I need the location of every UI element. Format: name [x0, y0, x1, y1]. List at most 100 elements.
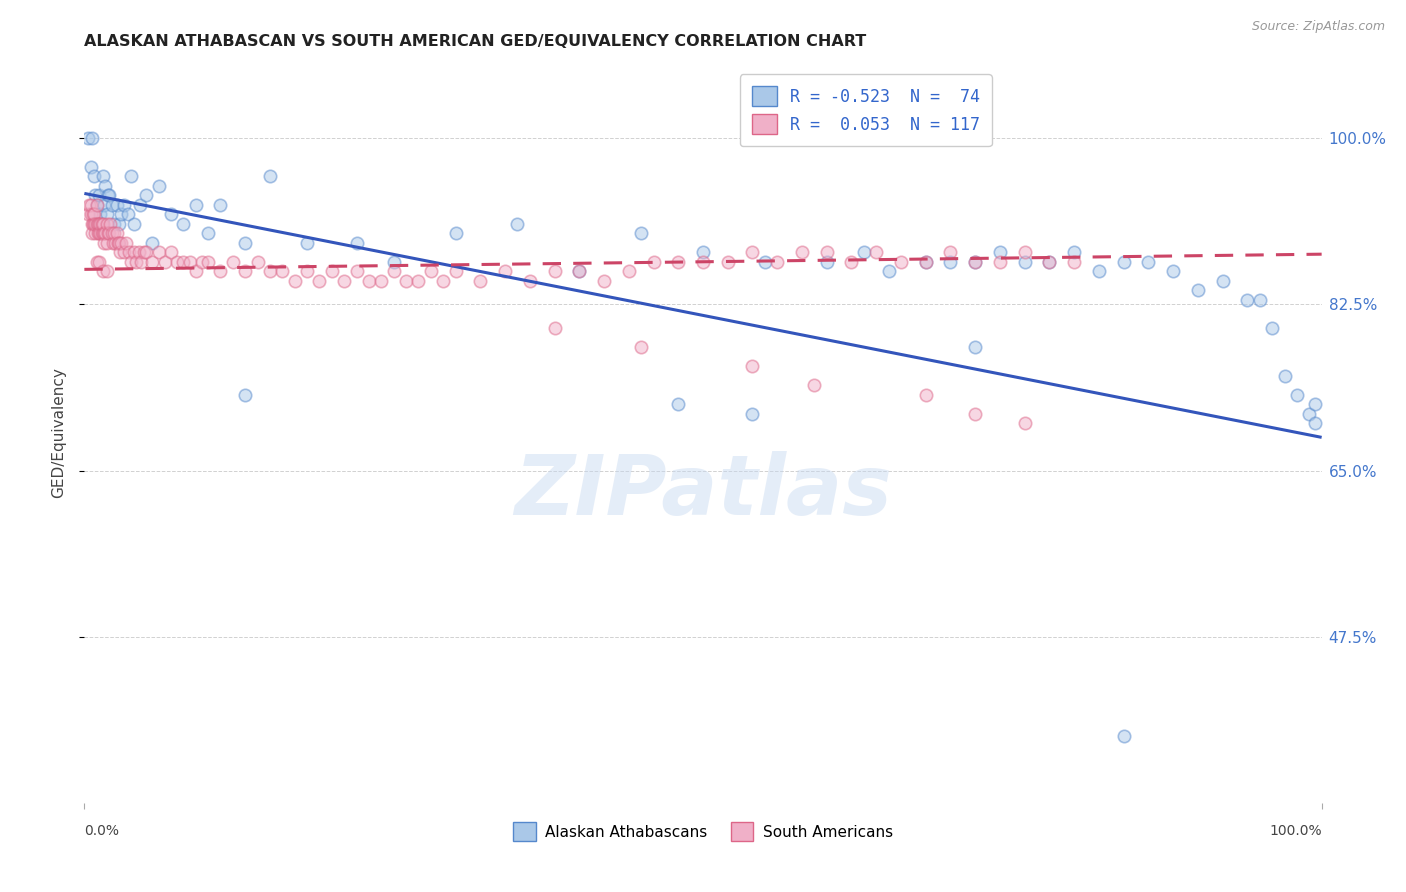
Point	[965, 407, 987, 421]
Point	[395, 274, 418, 288]
Point	[89, 227, 111, 241]
Point	[988, 245, 1011, 260]
Point	[666, 254, 689, 268]
Point	[1285, 387, 1308, 401]
Point	[115, 235, 138, 250]
Point	[643, 254, 665, 268]
Point	[87, 217, 110, 231]
Point	[79, 160, 101, 174]
Point	[125, 254, 148, 268]
Point	[160, 207, 183, 221]
Point	[97, 188, 120, 202]
Point	[1088, 264, 1111, 278]
Point	[79, 198, 101, 212]
Point	[209, 198, 232, 212]
Text: ZIPatlas: ZIPatlas	[515, 451, 891, 533]
Point	[83, 169, 105, 184]
Point	[1038, 254, 1060, 268]
Point	[852, 245, 875, 260]
Point	[87, 217, 110, 231]
Point	[122, 217, 145, 231]
Point	[148, 178, 170, 193]
Point	[94, 178, 117, 193]
Point	[117, 207, 139, 221]
Point	[1274, 368, 1296, 383]
Point	[112, 245, 135, 260]
Point	[83, 217, 105, 231]
Point	[988, 254, 1011, 268]
Point	[630, 227, 652, 241]
Text: Source: ZipAtlas.com: Source: ZipAtlas.com	[1251, 20, 1385, 33]
Point	[87, 227, 110, 241]
Point	[108, 235, 131, 250]
Point	[803, 378, 825, 392]
Point	[128, 245, 150, 260]
Point	[1063, 254, 1085, 268]
Point	[1112, 730, 1135, 744]
Point	[1261, 321, 1284, 335]
Point	[1305, 416, 1327, 430]
Point	[408, 274, 430, 288]
Point	[96, 264, 118, 278]
Point	[90, 217, 112, 231]
Point	[122, 245, 145, 260]
Point	[346, 264, 368, 278]
Point	[89, 217, 111, 231]
Point	[284, 274, 307, 288]
Point	[346, 235, 368, 250]
Point	[132, 245, 155, 260]
Point	[103, 217, 125, 231]
Point	[96, 207, 118, 221]
Point	[84, 188, 107, 202]
Point	[77, 207, 100, 221]
Point	[568, 264, 591, 278]
Point	[135, 188, 157, 202]
Point	[815, 245, 838, 260]
Point	[295, 264, 318, 278]
Point	[79, 207, 101, 221]
Point	[233, 387, 256, 401]
Point	[197, 227, 219, 241]
Point	[86, 198, 108, 212]
Point	[105, 198, 128, 212]
Point	[96, 235, 118, 250]
Point	[321, 264, 343, 278]
Point	[308, 274, 330, 288]
Point	[1137, 254, 1160, 268]
Point	[233, 235, 256, 250]
Point	[184, 264, 207, 278]
Point	[107, 235, 129, 250]
Point	[79, 198, 101, 212]
Point	[1014, 245, 1036, 260]
Point	[82, 207, 104, 221]
Point	[630, 340, 652, 354]
Point	[419, 264, 441, 278]
Point	[96, 217, 118, 231]
Point	[104, 235, 127, 250]
Point	[184, 198, 207, 212]
Point	[172, 217, 194, 231]
Point	[112, 198, 135, 212]
Point	[494, 264, 516, 278]
Point	[271, 264, 294, 278]
Point	[1305, 397, 1327, 411]
Point	[110, 207, 132, 221]
Point	[148, 245, 170, 260]
Point	[1298, 407, 1320, 421]
Point	[100, 227, 122, 241]
Point	[91, 217, 114, 231]
Point	[444, 227, 467, 241]
Y-axis label: GED/Equivalency: GED/Equivalency	[51, 368, 66, 498]
Point	[86, 254, 108, 268]
Point	[666, 397, 689, 411]
Point	[82, 217, 104, 231]
Point	[914, 254, 936, 268]
Point	[1014, 416, 1036, 430]
Text: ALASKAN ATHABASCAN VS SOUTH AMERICAN GED/EQUIVALENCY CORRELATION CHART: ALASKAN ATHABASCAN VS SOUTH AMERICAN GED…	[84, 34, 866, 49]
Point	[160, 245, 183, 260]
Point	[543, 321, 565, 335]
Point	[166, 254, 188, 268]
Point	[93, 198, 115, 212]
Point	[84, 217, 107, 231]
Point	[877, 264, 900, 278]
